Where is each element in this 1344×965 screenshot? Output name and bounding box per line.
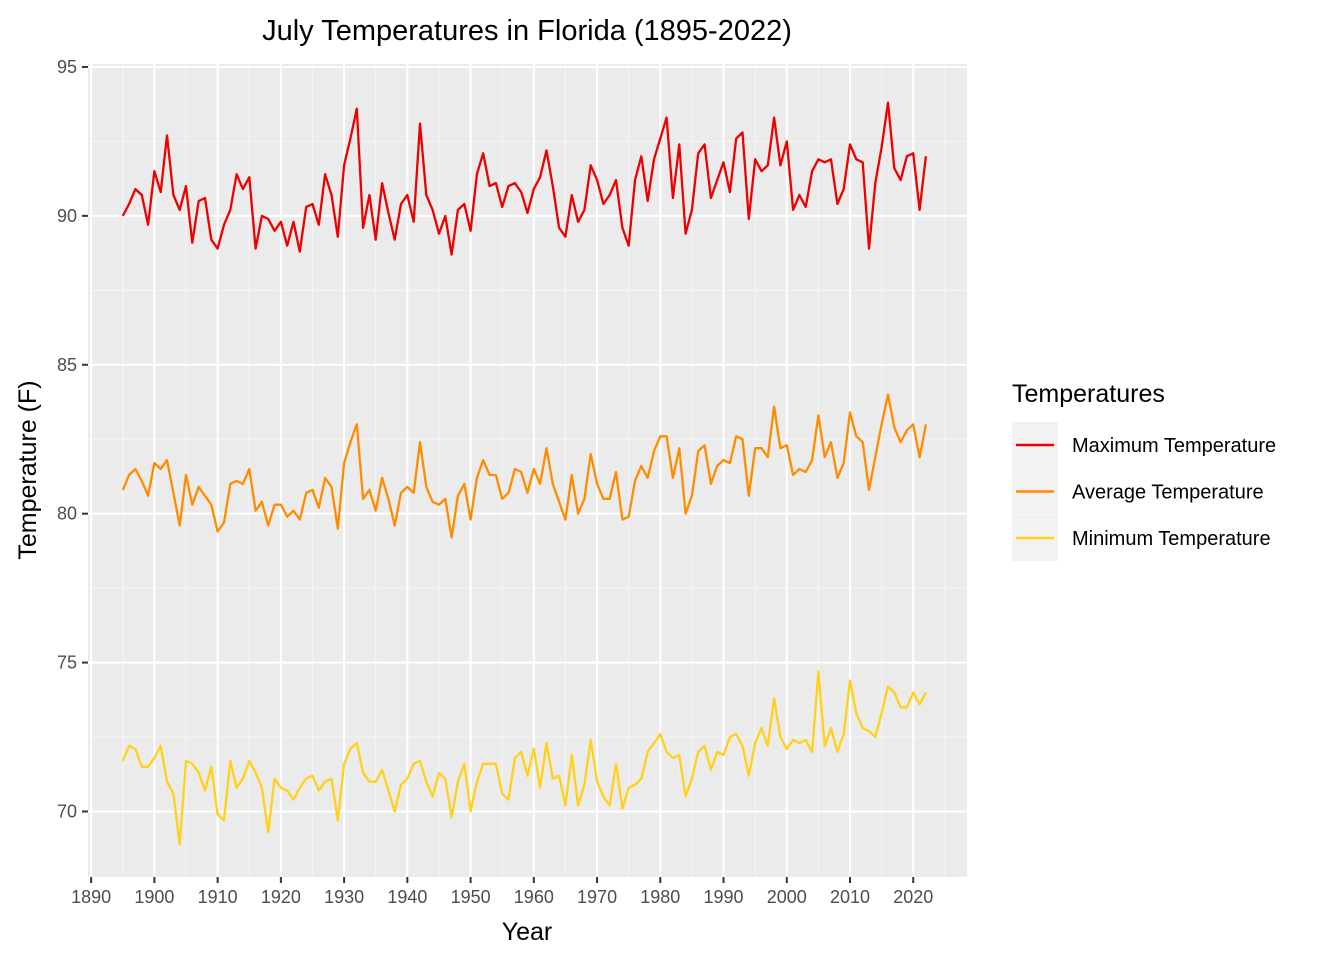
x-axis-title: Year	[502, 918, 553, 946]
series-line	[121, 670, 927, 846]
y-tick-label: 90	[57, 206, 77, 226]
x-tick-label: 1990	[704, 887, 744, 907]
y-tick-label: 75	[57, 653, 77, 673]
x-tick-label: 2020	[893, 887, 933, 907]
x-tick-label: 2010	[830, 887, 870, 907]
y-axis-title: Temperature (F)	[14, 380, 42, 559]
y-axis: 70 75 80 85 90 95	[57, 57, 88, 821]
x-tick-label: 1980	[640, 887, 680, 907]
legend-label: Minimum Temperature	[1072, 528, 1271, 550]
series-line	[121, 393, 928, 539]
x-tick-label: 1890	[71, 887, 111, 907]
legend-title: Temperatures	[1012, 380, 1165, 408]
x-tick-label: 1970	[577, 887, 617, 907]
legend-label: Maximum Temperature	[1072, 435, 1276, 457]
legend: Temperatures Maximum Temperature Average …	[1012, 380, 1276, 561]
x-tick-label: 1900	[134, 887, 174, 907]
legend-label: Average Temperature	[1072, 482, 1264, 504]
x-tick-label: 1940	[387, 887, 427, 907]
chart-title: July Temperatures in Florida (1895-2022)	[262, 15, 792, 47]
series-lines	[121, 101, 928, 846]
y-tick-label: 95	[57, 57, 77, 77]
x-tick-label: 1950	[451, 887, 491, 907]
series-line	[121, 101, 928, 256]
x-tick-label: 1930	[324, 887, 364, 907]
x-tick-label: 1910	[198, 887, 238, 907]
x-tick-label: 1920	[261, 887, 301, 907]
y-tick-label: 85	[57, 355, 77, 375]
x-axis: 1890 1900 1910 1920 1930 1940 1950 1960 1970 1980…	[71, 877, 933, 907]
legend-items: Maximum Temperature Average Temperature Mi…	[1012, 422, 1276, 561]
y-tick-label: 70	[57, 801, 77, 821]
plot-panel	[88, 64, 967, 877]
y-tick-label: 80	[57, 504, 77, 524]
x-tick-label: 2000	[767, 887, 807, 907]
major-gridlines	[88, 64, 967, 877]
x-tick-label: 1960	[514, 887, 554, 907]
